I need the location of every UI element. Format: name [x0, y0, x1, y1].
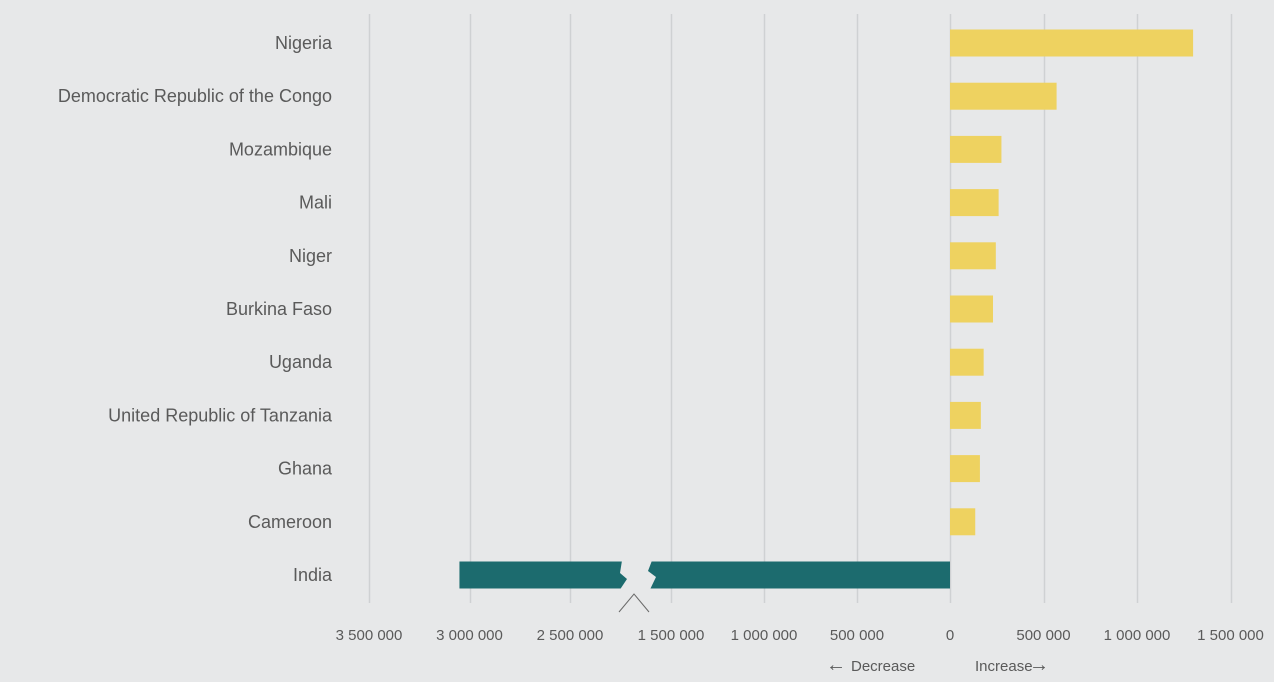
axis-break-layer: [618, 560, 656, 613]
category-label: Democratic Republic of the Congo: [58, 86, 332, 106]
x-tick-label: 3 500 000: [336, 627, 403, 644]
bar-increase: [950, 189, 999, 217]
grid-layer: [368, 14, 1233, 603]
bar-increase: [950, 29, 1194, 57]
bar-increase: [950, 82, 1057, 110]
category-label: Ghana: [278, 459, 333, 479]
category-label: Cameroon: [248, 512, 332, 532]
category-label: Uganda: [269, 352, 333, 372]
bar-decrease: [459, 561, 950, 589]
bar-increase: [950, 295, 994, 323]
bar-increase: [950, 348, 984, 376]
category-label: Mali: [299, 193, 332, 213]
x-tick-label: 1 000 000: [731, 627, 798, 644]
category-labels: Nigeria Democratic Republic of the Congo M…: [58, 33, 333, 585]
category-label: Mozambique: [229, 139, 332, 159]
bar-increase: [950, 455, 980, 483]
x-tick-label: 1 000 000: [1104, 627, 1171, 644]
bar-increase: [950, 242, 996, 270]
bar-increase: [950, 135, 1002, 163]
legend: ← Decrease Increase →: [826, 654, 1049, 676]
axis-break-marker: [618, 593, 650, 613]
x-tick-label: 2 500 000: [537, 627, 604, 644]
category-label: Nigeria: [275, 33, 333, 53]
bar-increase: [950, 508, 976, 536]
bar-layer: [459, 29, 1194, 589]
x-tick-label: 1 500 000: [638, 627, 705, 644]
legend-increase-label: Increase: [975, 658, 1033, 675]
x-tick-label: 1 500 000: [1197, 627, 1264, 644]
category-label: India: [293, 565, 333, 585]
legend-decrease-arrow: ←: [826, 654, 846, 676]
x-tick-label: 500 000: [830, 627, 884, 644]
category-label: Burkina Faso: [226, 299, 332, 319]
bar-increase: [950, 401, 981, 429]
axis-break-gap: [620, 560, 656, 590]
x-tick-label: 3 000 000: [436, 627, 503, 644]
x-tick-label: 0: [946, 627, 954, 644]
x-tick-label: 500 000: [1016, 627, 1070, 644]
category-label: Niger: [289, 246, 332, 266]
tick-labels: 3 500 000 3 000 000 2 500 000 1 500 000 1 00…: [336, 627, 1264, 644]
legend-decrease-label: Decrease: [851, 658, 915, 675]
legend-increase-arrow: →: [1029, 654, 1049, 676]
category-label: United Republic of Tanzania: [108, 405, 333, 425]
